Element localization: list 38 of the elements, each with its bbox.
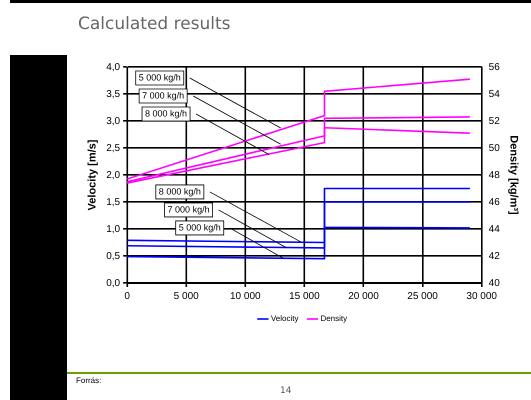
y-axis-title: Velocity [m/s] bbox=[86, 139, 99, 210]
y2-tick-label: 48 bbox=[488, 170, 500, 181]
y-tick-label: 3,5 bbox=[106, 88, 121, 100]
x-tick-label: 25 000 bbox=[407, 290, 438, 302]
annotation: 5 000 kg/h bbox=[178, 222, 221, 232]
x-tick-label: 30 000 bbox=[466, 290, 498, 302]
text: 14 bbox=[280, 386, 292, 396]
y2-axis-title: Density [kg/m³] bbox=[507, 135, 520, 216]
x-tick-label: 5 000 bbox=[174, 290, 200, 302]
annotation: 7 000 kg/h bbox=[142, 90, 184, 101]
annotation: 7 000 kg/h bbox=[168, 204, 210, 214]
y2-tick-label: 46 bbox=[488, 196, 500, 208]
annotation: 5 000 kg/h bbox=[138, 72, 181, 83]
x-tick-label: 10 000 bbox=[230, 290, 262, 302]
y-tick-label: 0,5 bbox=[106, 250, 121, 262]
y-tick-label: 0,0 bbox=[106, 278, 121, 289]
y-tick-label: 2,0 bbox=[106, 170, 121, 181]
x-tick-label: 20 000 bbox=[348, 290, 380, 302]
annotation: 8 000 kg/h bbox=[145, 108, 188, 119]
legend-label: Velocity bbox=[270, 314, 298, 324]
y2-tick-label: 44 bbox=[488, 224, 500, 235]
legend-label: Density bbox=[320, 314, 348, 324]
chart-title: Calculated results bbox=[78, 14, 231, 34]
y2-tick-label: 40 bbox=[488, 278, 500, 289]
y2-tick-label: 54 bbox=[488, 88, 500, 100]
y-tick-label: 3,0 bbox=[106, 116, 121, 127]
y-tick-label: 2,5 bbox=[106, 142, 121, 154]
text: Forrás: bbox=[76, 376, 102, 385]
y2-tick-label: 42 bbox=[488, 250, 500, 262]
y-tick-label: 4,0 bbox=[106, 62, 121, 73]
y-tick-label: 1,0 bbox=[106, 224, 121, 235]
x-tick-label: 0 bbox=[124, 290, 130, 302]
annotation: 8 000 kg/h bbox=[158, 186, 201, 196]
y2-tick-label: 50 bbox=[488, 142, 500, 154]
x-tick-label: 15 000 bbox=[289, 290, 320, 302]
y2-tick-label: 52 bbox=[488, 116, 500, 127]
y-tick-label: 1,5 bbox=[106, 196, 121, 208]
y2-tick-label: 56 bbox=[488, 62, 500, 73]
